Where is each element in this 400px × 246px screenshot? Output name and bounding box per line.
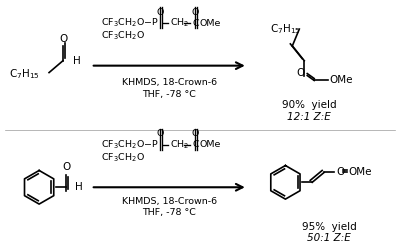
- Text: C$_7$H$_{15}$: C$_7$H$_{15}$: [270, 22, 300, 36]
- Text: OMe: OMe: [200, 140, 221, 149]
- Text: 50:1 Z:E: 50:1 Z:E: [307, 233, 351, 243]
- Text: O: O: [63, 163, 71, 172]
- Text: OMe: OMe: [200, 19, 221, 28]
- Text: KHMDS, 18-Crown-6: KHMDS, 18-Crown-6: [122, 197, 217, 206]
- Text: CF$_3$CH$_2$O$-$P: CF$_3$CH$_2$O$-$P: [101, 138, 158, 151]
- Text: OMe: OMe: [329, 76, 352, 86]
- Text: O: O: [296, 68, 304, 77]
- Text: C: C: [192, 140, 199, 149]
- Text: CF$_3$CH$_2$O: CF$_3$CH$_2$O: [101, 30, 144, 42]
- Text: CF$_3$CH$_2$O: CF$_3$CH$_2$O: [101, 151, 144, 164]
- Text: OMe: OMe: [348, 168, 372, 177]
- Text: C$_7$H$_{15}$: C$_7$H$_{15}$: [9, 68, 40, 81]
- Text: KHMDS, 18-Crown-6: KHMDS, 18-Crown-6: [122, 78, 217, 87]
- Text: O: O: [156, 8, 164, 17]
- Text: H: H: [75, 182, 83, 192]
- Text: 90%  yield: 90% yield: [282, 100, 336, 110]
- Text: CH$_2$: CH$_2$: [170, 17, 190, 29]
- Text: CF$_3$CH$_2$O$-$P: CF$_3$CH$_2$O$-$P: [101, 17, 158, 29]
- Text: O: O: [191, 129, 199, 138]
- Text: O: O: [191, 8, 199, 17]
- Text: 12:1 Z:E: 12:1 Z:E: [287, 112, 331, 122]
- Text: O: O: [60, 34, 68, 44]
- Text: THF, -78 °C: THF, -78 °C: [142, 208, 196, 217]
- Text: 95%  yield: 95% yield: [302, 222, 356, 232]
- Text: O: O: [336, 168, 344, 177]
- Text: THF, -78 °C: THF, -78 °C: [142, 90, 196, 99]
- Text: H: H: [73, 56, 81, 66]
- Text: C: C: [192, 19, 199, 28]
- Text: O: O: [156, 129, 164, 138]
- Text: CH$_2$: CH$_2$: [170, 138, 190, 151]
